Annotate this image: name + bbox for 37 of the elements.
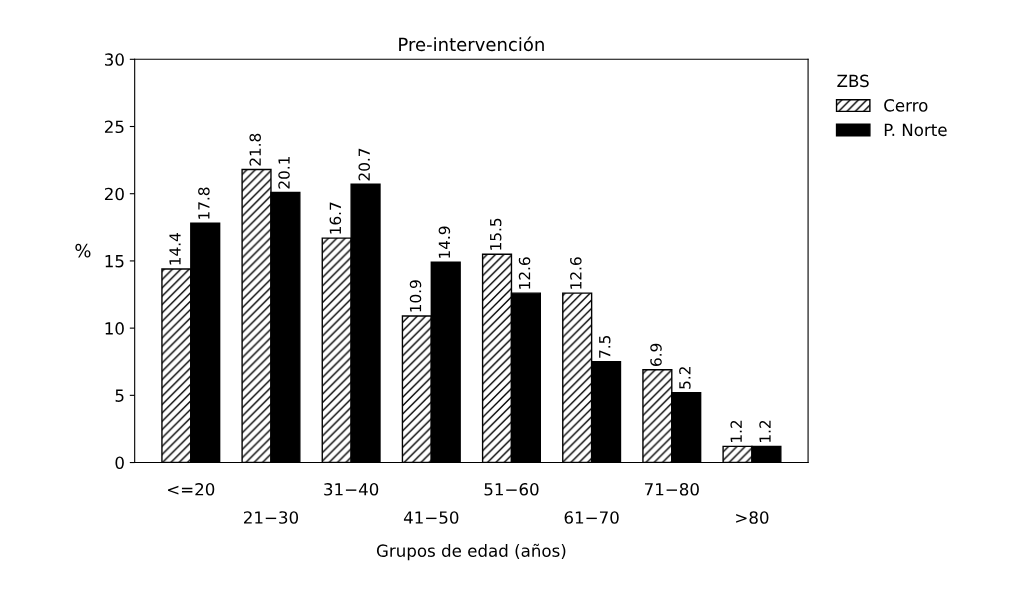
- y-tick-label: 20: [104, 187, 124, 201]
- y-tick-label: 10: [105, 322, 124, 335]
- data-label: 20.1: [278, 156, 290, 189]
- legend-title: ZBS: [837, 74, 869, 88]
- x-tick-label: 61−70: [564, 511, 619, 524]
- y-tick-label: 5: [115, 389, 124, 402]
- y-tick-label: 0: [115, 456, 124, 470]
- data-label: 14.4: [169, 233, 181, 265]
- y-tick-label: 15: [105, 255, 124, 268]
- x-tick-label: >80: [736, 511, 769, 524]
- data-label: 12.6: [570, 257, 582, 289]
- data-label: 1.2: [759, 420, 771, 442]
- data-label: 14.9: [438, 226, 451, 258]
- x-tick-label: 21−30: [243, 511, 299, 524]
- x-tick-label: <=20: [167, 483, 215, 496]
- data-label: 20.7: [358, 148, 370, 181]
- y-tick-label: 25: [104, 120, 124, 134]
- x-axis-title: Grupos de edad (años): [376, 543, 566, 561]
- data-label: 7.5: [599, 335, 611, 358]
- data-label: 12.6: [518, 257, 531, 289]
- data-label: 15.5: [490, 218, 502, 250]
- legend-label: Cerro: [884, 99, 928, 112]
- chart-title: Pre-intervención: [399, 36, 544, 52]
- data-label: 21.8: [249, 133, 261, 166]
- data-label: 17.8: [198, 187, 210, 219]
- legend-label: P. Norte: [884, 123, 947, 137]
- x-tick-label: 41−50: [403, 511, 459, 524]
- x-tick-label: 31−40: [324, 483, 379, 496]
- x-tick-label: 51−60: [484, 483, 539, 496]
- data-label: 6.9: [650, 343, 662, 366]
- data-label: 16.7: [329, 202, 342, 234]
- data-label: 1.2: [730, 420, 742, 442]
- x-tick-label: 71−80: [644, 483, 699, 496]
- y-axis-title: %: [75, 243, 91, 258]
- data-label: 10.9: [409, 280, 422, 312]
- y-tick-label: 30: [105, 53, 124, 66]
- data-label: 5.2: [679, 367, 691, 389]
